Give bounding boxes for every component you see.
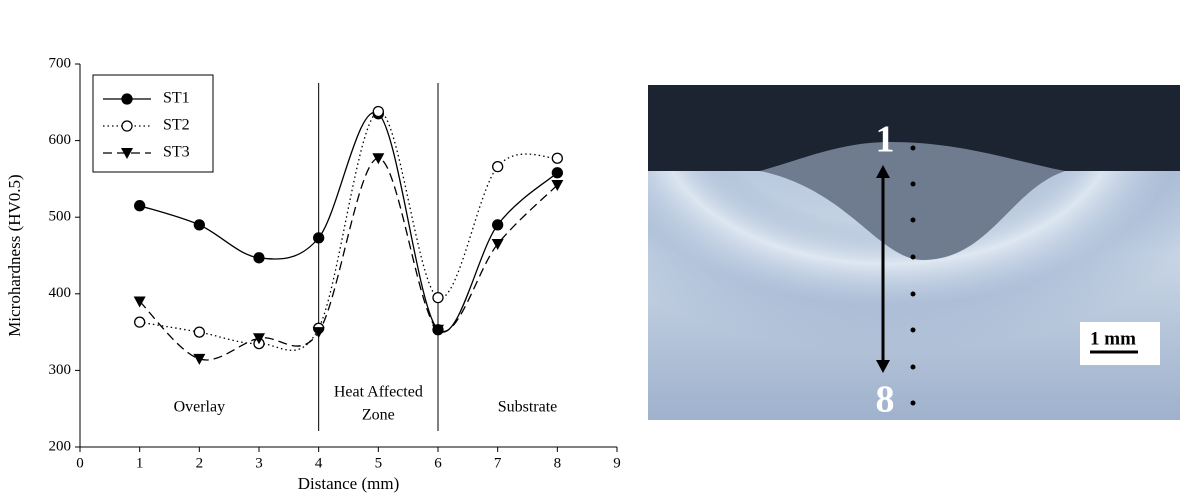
x-tick-label: 3 [255, 455, 263, 471]
x-axis-label: Distance (mm) [298, 474, 400, 493]
legend-label: ST1 [163, 90, 190, 107]
x-tick-label: 8 [554, 455, 562, 471]
marker [551, 180, 564, 192]
point-label: 8 [876, 379, 895, 421]
legend-label: ST3 [163, 144, 190, 161]
marker [551, 167, 563, 179]
annotation: Zone [362, 407, 395, 424]
marker [313, 232, 325, 244]
y-tick-label: 200 [49, 438, 72, 454]
y-tick-label: 700 [49, 55, 72, 71]
marker [432, 291, 444, 304]
y-tick-label: 600 [49, 132, 72, 148]
annotation: Overlay [174, 399, 226, 416]
legend-box [92, 74, 214, 173]
marker [193, 326, 205, 338]
marker [372, 105, 384, 118]
marker [372, 153, 385, 165]
marker [193, 219, 205, 231]
legend: ST1 ST2 ST3 [92, 74, 214, 173]
marker [134, 200, 146, 212]
legend-marker [121, 148, 133, 159]
micrograph: 1 8 1 mm [648, 85, 1180, 421]
x-tick-label: 5 [375, 455, 383, 471]
x-tick-label: 6 [434, 455, 442, 471]
point-label: 1 [876, 119, 895, 161]
marker [193, 353, 206, 365]
y-tick-label: 400 [49, 285, 72, 301]
marker [312, 327, 325, 339]
marker [491, 239, 504, 251]
series-line [139, 110, 558, 351]
weld-bead [760, 142, 1065, 261]
x-tick-label: 2 [196, 455, 204, 471]
scale-label: 1 mm [1090, 328, 1136, 349]
x-tick-label: 4 [315, 455, 323, 471]
x-tick-label: 1 [136, 455, 144, 471]
marker [133, 296, 146, 308]
scale-box [1080, 322, 1160, 365]
x-tick-label: 7 [494, 455, 502, 471]
marker [253, 252, 265, 264]
legend-label: ST2 [163, 117, 190, 134]
legend-marker [121, 120, 133, 132]
y-tick-label: 500 [49, 209, 72, 225]
legend-marker [121, 93, 133, 105]
annotation: Substrate [498, 399, 558, 416]
marker [492, 219, 504, 231]
series-line [139, 157, 558, 361]
marker [432, 324, 444, 336]
marker [492, 160, 504, 173]
marker [253, 333, 265, 345]
marker [134, 316, 146, 328]
annotation: Heat Affected [334, 384, 423, 401]
y-tick-label: 300 [49, 362, 72, 378]
y-axis-label: Microhardness (HV0.5) [5, 174, 24, 336]
indent-dots [910, 145, 916, 406]
x-tick-label: 9 [613, 455, 621, 471]
marker [551, 152, 563, 164]
x-tick-label: 0 [76, 455, 84, 471]
